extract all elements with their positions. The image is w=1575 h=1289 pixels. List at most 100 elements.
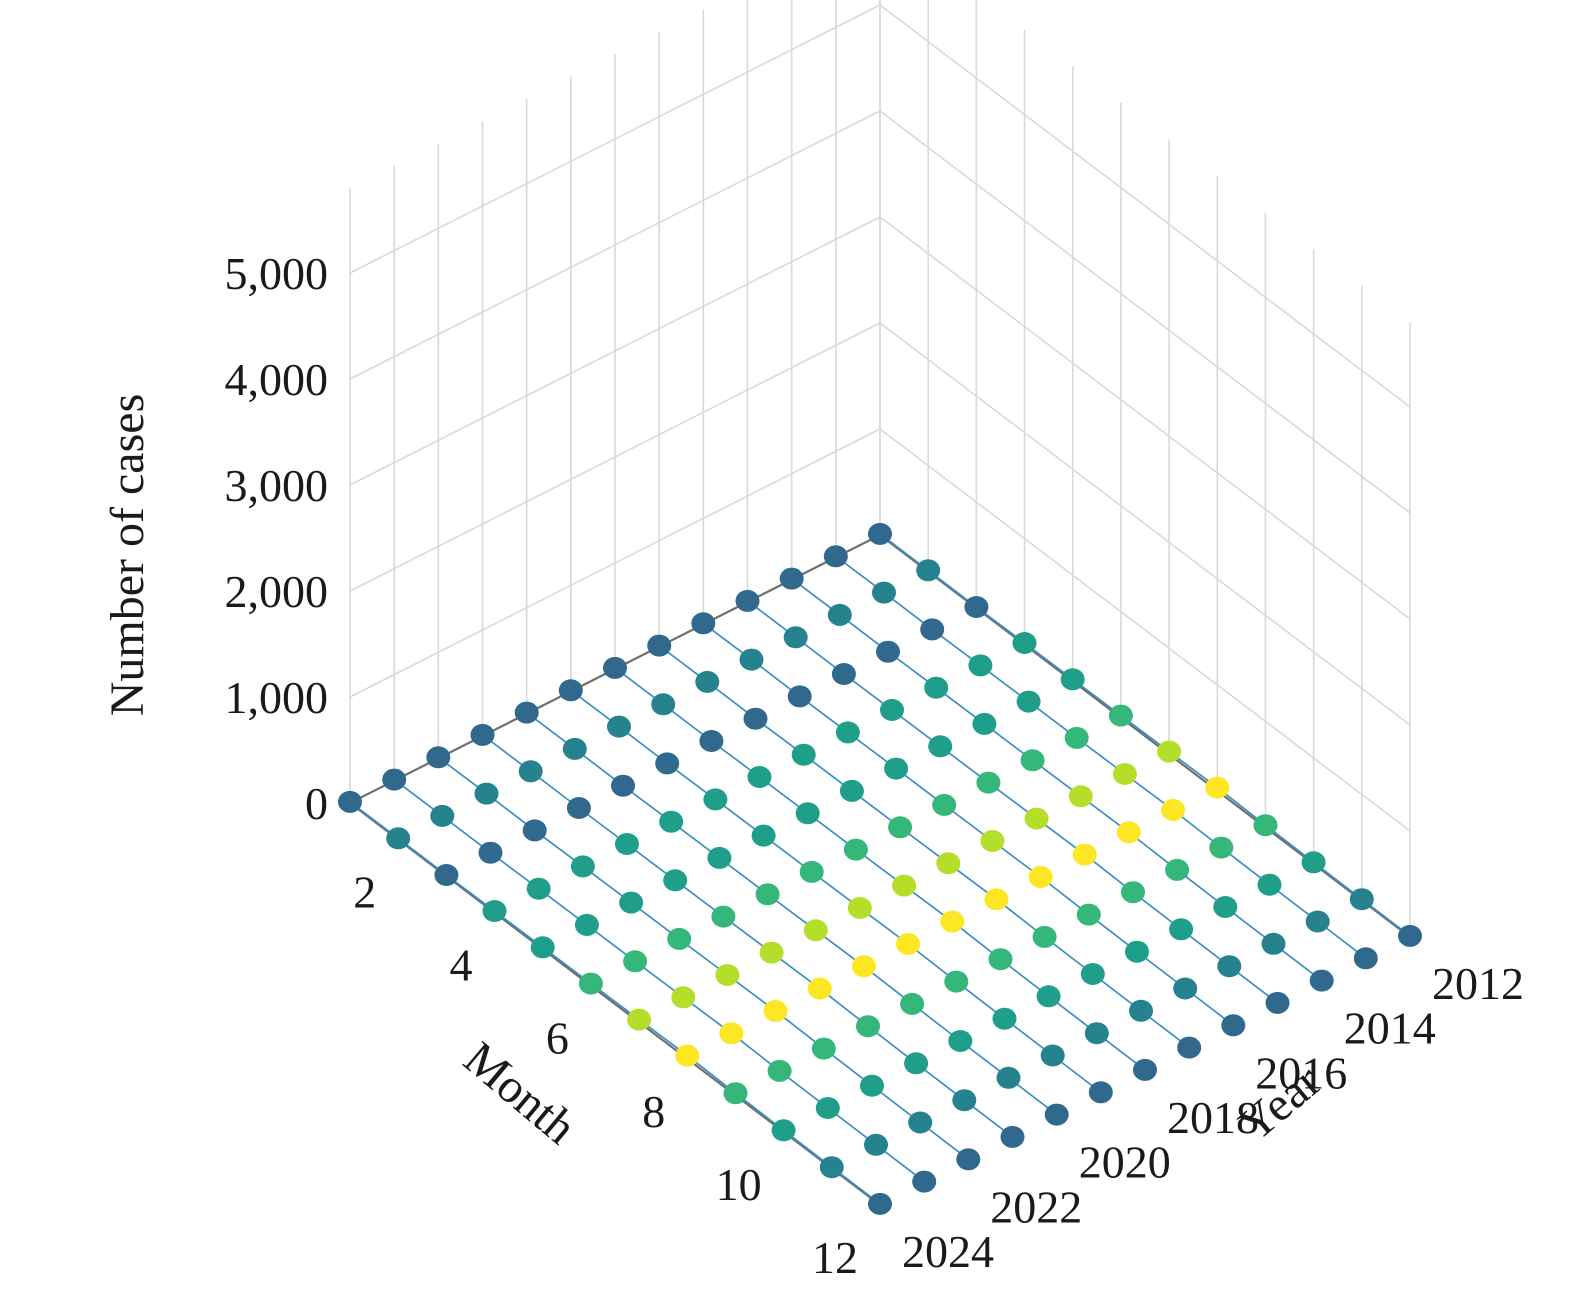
data-point <box>1301 851 1326 874</box>
data-point <box>779 567 804 590</box>
data-point <box>522 819 547 842</box>
data-point <box>952 1089 977 1112</box>
data-point <box>615 833 639 855</box>
data-point <box>868 522 892 545</box>
data-point <box>671 986 696 1009</box>
data-point <box>747 766 772 788</box>
data-point <box>916 559 941 582</box>
data-point <box>530 936 555 959</box>
data-point <box>932 793 957 816</box>
z-tick-label: 2,000 <box>225 566 329 617</box>
data-point <box>478 841 503 864</box>
z-tick-label: 0 <box>305 778 328 829</box>
year-tick-label: 2020 <box>1079 1137 1171 1188</box>
data-point <box>482 900 507 922</box>
data-point <box>1125 940 1149 963</box>
data-point <box>751 824 776 847</box>
data-point <box>1084 1022 1109 1045</box>
data-point <box>1121 881 1145 904</box>
data-point <box>1129 999 1153 1022</box>
data-point <box>872 581 896 604</box>
data-point <box>856 1015 880 1038</box>
series-line-2014 <box>791 577 1323 982</box>
data-point <box>864 1133 888 1156</box>
data-point <box>755 883 780 906</box>
data-point <box>964 596 989 618</box>
data-points <box>338 522 1422 1215</box>
data-point <box>1020 749 1045 772</box>
series-line-2020 <box>526 711 1058 1116</box>
data-point <box>739 648 764 671</box>
data-point <box>988 948 1013 971</box>
series-line-2016 <box>702 622 1234 1026</box>
year-tick-label: 2014 <box>1344 1003 1436 1054</box>
data-point <box>735 589 760 612</box>
data-point <box>880 699 904 721</box>
data-point <box>474 782 499 805</box>
data-point <box>574 913 599 936</box>
data-point <box>1169 918 1194 941</box>
data-point <box>1112 763 1137 785</box>
grid-layer <box>349 0 1411 938</box>
data-point <box>896 933 921 955</box>
data-point <box>430 804 455 827</box>
data-point <box>920 618 945 641</box>
month-tick-label: 2 <box>353 867 376 918</box>
data-point <box>1044 1103 1069 1126</box>
data-point <box>783 626 808 649</box>
month-tick-label: 6 <box>546 1013 569 1064</box>
series-line-2013 <box>835 555 1367 959</box>
data-point <box>759 941 784 964</box>
data-point <box>807 977 832 1000</box>
year-tick-label: 2018 <box>1167 1092 1259 1143</box>
floor-edge-line <box>879 534 1411 938</box>
data-point <box>603 656 627 679</box>
series-line-2015 <box>746 600 1279 1004</box>
data-point <box>518 760 543 783</box>
data-point <box>839 779 864 802</box>
data-point <box>763 1000 788 1022</box>
data-point <box>707 846 732 869</box>
data-point <box>884 757 909 780</box>
data-point <box>888 816 913 839</box>
data-point <box>767 1059 792 1082</box>
data-point <box>835 721 860 744</box>
data-point <box>944 970 969 993</box>
data-point <box>799 860 824 883</box>
data-point <box>703 788 728 811</box>
data-point <box>815 1097 840 1119</box>
data-point <box>1173 977 1198 1000</box>
month-tick-label: 4 <box>450 940 473 991</box>
data-point <box>1349 888 1374 911</box>
data-point <box>566 797 591 819</box>
data-point <box>723 1082 748 1105</box>
data-point <box>667 927 692 950</box>
data-point <box>795 802 820 825</box>
data-point <box>1088 1081 1113 1104</box>
data-point <box>940 910 965 933</box>
data-point <box>984 888 1009 911</box>
data-point <box>827 603 852 626</box>
data-point <box>992 1007 1017 1030</box>
data-point <box>1309 969 1334 992</box>
data-point <box>1353 947 1378 970</box>
data-point <box>791 743 816 766</box>
data-point <box>1205 776 1230 799</box>
data-point <box>948 1030 973 1052</box>
data-point <box>619 891 644 914</box>
data-point <box>1209 836 1234 859</box>
data-point <box>570 855 595 878</box>
month-tick-label: 12 <box>812 1232 858 1283</box>
data-point <box>647 634 672 657</box>
z-tick-label: 1,000 <box>225 672 329 723</box>
data-point <box>514 701 539 724</box>
data-point <box>663 869 688 892</box>
data-point <box>908 1111 933 1134</box>
z-tick-label: 3,000 <box>225 460 329 511</box>
data-point <box>386 827 411 850</box>
data-point <box>627 1008 652 1031</box>
data-point <box>1165 858 1190 881</box>
data-point <box>607 715 631 738</box>
